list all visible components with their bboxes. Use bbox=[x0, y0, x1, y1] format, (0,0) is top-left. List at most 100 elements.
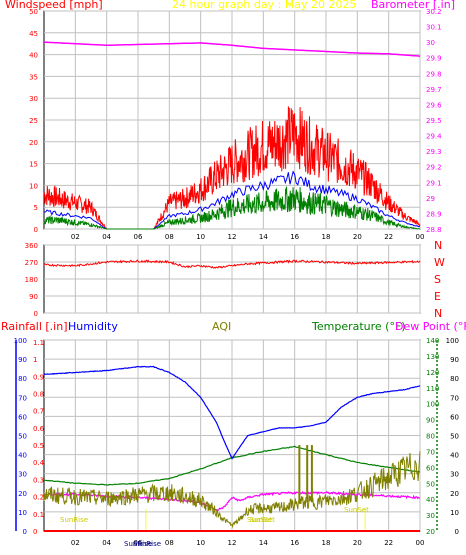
x-tick-label: 08 bbox=[165, 539, 174, 547]
humidity-tick-label: 30 bbox=[18, 471, 27, 479]
temperature-tick-label: 90 bbox=[426, 417, 435, 425]
right-scale-tick-label: 20 bbox=[450, 490, 459, 498]
sun-label: SunSet bbox=[344, 506, 369, 514]
rainfall-label: Rainfall [.in] bbox=[1, 320, 68, 333]
humidity-tick-label: 60 bbox=[18, 413, 27, 421]
compass-label: N bbox=[434, 239, 442, 252]
barometer-tick-label: 29.6 bbox=[426, 101, 442, 109]
right-scale-tick-label: 70 bbox=[450, 394, 459, 402]
x-tick-label: 06 bbox=[134, 539, 143, 547]
compass-label: W bbox=[434, 256, 445, 269]
rainfall-tick-label: 0.5 bbox=[33, 442, 44, 450]
x-tick-label: 10 bbox=[196, 539, 205, 547]
compass-label: E bbox=[434, 290, 441, 303]
barometer-tick-label: 29.5 bbox=[426, 117, 442, 125]
compass-label: N bbox=[434, 307, 442, 320]
wind-tick-label: 35 bbox=[29, 73, 38, 81]
x-tick-label: 12 bbox=[228, 539, 237, 547]
humidity-line bbox=[43, 365, 421, 460]
temperature-tick-label: 40 bbox=[426, 496, 435, 504]
x-tick-label: 20 bbox=[353, 233, 362, 241]
barometer-tick-label: 29.4 bbox=[426, 133, 442, 141]
x-tick-label: 14 bbox=[259, 233, 268, 241]
rainfall-tick-label: 0.3 bbox=[33, 476, 44, 484]
x-tick-label: 18 bbox=[322, 233, 331, 241]
right-scale-tick-label: 100 bbox=[446, 337, 459, 345]
wind-title: Windspeed [mph] bbox=[5, 0, 103, 11]
humidity-tick-label: 80 bbox=[18, 375, 27, 383]
wind-tick-label: 30 bbox=[29, 95, 38, 103]
x-tick-label: 16 bbox=[290, 233, 299, 241]
barometer-tick-label: 28.9 bbox=[426, 210, 442, 218]
x-tick-label: 16 bbox=[290, 539, 299, 547]
right-scale-tick-label: 30 bbox=[450, 471, 459, 479]
temperature-tick-label: 120 bbox=[426, 369, 439, 377]
rainfall-tick-label: 0.2 bbox=[33, 494, 44, 502]
direction-tick-label: 270 bbox=[25, 259, 38, 267]
x-tick-label: 00 bbox=[416, 539, 425, 547]
x-tick-label: 22 bbox=[384, 233, 393, 241]
temperature-tick-label: 110 bbox=[426, 385, 439, 393]
x-tick-label: 00 bbox=[416, 233, 425, 241]
wind-speed-line bbox=[43, 186, 421, 230]
barometer-tick-label: 29.1 bbox=[426, 179, 442, 187]
rainfall-tick-label: 0.1 bbox=[33, 511, 44, 519]
humidity-tick-label: 20 bbox=[18, 490, 27, 498]
barometer-title: Barometer [.in] bbox=[371, 0, 455, 11]
barometer-tick-label: 28.8 bbox=[426, 226, 442, 234]
barometer-tick-label: 29 bbox=[426, 195, 435, 203]
wind-direction-line bbox=[43, 259, 421, 269]
humidity-tick-label: 90 bbox=[18, 356, 27, 364]
right-scale-tick-label: 0 bbox=[455, 528, 459, 536]
x-tick-label: 22 bbox=[384, 539, 393, 547]
direction-tick-label: 0 bbox=[34, 310, 38, 318]
rainfall-tick-label: 1.1 bbox=[33, 339, 44, 347]
x-tick-label: 04 bbox=[102, 233, 111, 241]
barometer-tick-label: 29.8 bbox=[426, 70, 442, 78]
x-tick-label: 14 bbox=[259, 539, 268, 547]
rainfall-tick-label: 0.7 bbox=[33, 408, 44, 416]
temperature-tick-label: 130 bbox=[426, 353, 439, 361]
x-tick-label: 02 bbox=[71, 233, 80, 241]
barometer-line bbox=[43, 41, 421, 57]
direction-tick-label: 360 bbox=[25, 242, 38, 250]
wind-tick-label: 20 bbox=[29, 139, 38, 147]
right-scale-tick-label: 80 bbox=[450, 375, 459, 383]
sun-label: SunSet bbox=[247, 516, 272, 524]
sun-label: SunSet bbox=[250, 516, 275, 524]
humidity-tick-label: 10 bbox=[18, 509, 27, 517]
right-scale-tick-label: 60 bbox=[450, 413, 459, 421]
humidity-tick-label: 100 bbox=[14, 337, 27, 345]
x-tick-label: 10 bbox=[196, 233, 205, 241]
temperature-tick-label: 70 bbox=[426, 448, 435, 456]
humidity-tick-label: 50 bbox=[18, 433, 27, 441]
barometer-tick-label: 29.2 bbox=[426, 164, 442, 172]
right-scale-tick-label: 40 bbox=[450, 452, 459, 460]
dewpoint-label: Dew Point (°F) bbox=[395, 320, 466, 333]
direction-tick-label: 180 bbox=[25, 276, 38, 284]
humidity-tick-label: 0 bbox=[23, 528, 27, 536]
x-tick-label: 08 bbox=[165, 233, 174, 241]
x-tick-label: 04 bbox=[102, 539, 111, 547]
humidity-tick-label: 40 bbox=[18, 452, 27, 460]
temperature-tick-label: 100 bbox=[426, 401, 439, 409]
temperature-tick-label: 20 bbox=[426, 528, 435, 536]
x-tick-label: 12 bbox=[228, 233, 237, 241]
barometer-tick-label: 29.7 bbox=[426, 86, 442, 94]
temperature-label: Temperature (°F) bbox=[312, 320, 406, 333]
wind-tick-label: 25 bbox=[29, 117, 38, 125]
x-tick-label: 18 bbox=[322, 539, 331, 547]
wind-tick-label: 0 bbox=[34, 226, 38, 234]
humidity-label: Humidity bbox=[68, 320, 118, 333]
barometer-tick-label: 29.9 bbox=[426, 55, 442, 63]
sun-label: SunRise bbox=[124, 540, 152, 548]
chart-title: 24 hour graph day : May 20 2025 bbox=[172, 0, 357, 11]
right-scale-tick-label: 90 bbox=[450, 356, 459, 364]
temperature-tick-label: 50 bbox=[426, 480, 435, 488]
aqi-line bbox=[43, 451, 421, 529]
compass-label: S bbox=[434, 273, 441, 286]
wind-tick-label: 40 bbox=[29, 52, 38, 60]
